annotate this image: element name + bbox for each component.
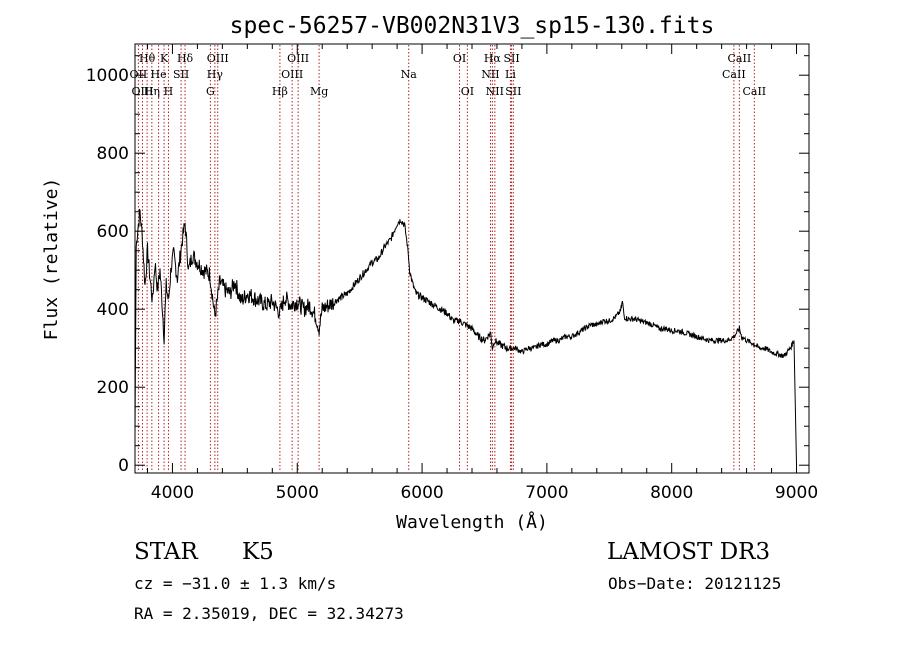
x-tick-label: 9000 bbox=[775, 483, 818, 503]
line-label: H bbox=[164, 85, 174, 98]
line-label: Hβ bbox=[272, 85, 288, 98]
line-label: Na bbox=[401, 68, 418, 81]
y-axis: 0 200 400 600 800 1000 bbox=[86, 55, 809, 476]
line-label: Hα bbox=[484, 52, 502, 65]
emission-line-markers bbox=[137, 45, 755, 472]
spectrum-line bbox=[134, 208, 797, 466]
line-label: Li bbox=[505, 68, 516, 81]
y-tick-label: 0 bbox=[118, 456, 129, 476]
line-label: K bbox=[160, 52, 169, 65]
x-tick-label: 4000 bbox=[151, 483, 194, 503]
survey-name: LAMOST DR3 bbox=[607, 539, 771, 565]
line-label: Hδ bbox=[177, 52, 194, 65]
line-label: OIII bbox=[281, 68, 303, 81]
line-label: Hη bbox=[144, 85, 160, 98]
object-class: STAR bbox=[134, 539, 198, 565]
line-label: OIII bbox=[287, 52, 309, 65]
sky-coordinates: RA = 2.35019, DEC = 32.34273 bbox=[134, 604, 404, 623]
plot-frame bbox=[134, 43, 810, 474]
line-label: OII bbox=[130, 68, 148, 81]
line-label: OIII bbox=[207, 52, 229, 65]
y-axis-label: Flux (relative) bbox=[41, 178, 62, 341]
y-tick-label: 400 bbox=[97, 300, 129, 320]
line-label: Mg bbox=[310, 85, 328, 98]
chart-title: spec-56257-VB002N31V3_sp15-130.fits bbox=[230, 13, 715, 39]
y-tick-label: 600 bbox=[97, 222, 129, 242]
y-tick-label: 1000 bbox=[86, 66, 129, 86]
y-tick-label: 200 bbox=[97, 378, 129, 398]
line-label: NII bbox=[486, 85, 504, 98]
redshift-velocity: cz = −31.0 ± 1.3 km/s bbox=[134, 574, 337, 593]
line-label: OI bbox=[453, 52, 466, 65]
x-tick-label: 5000 bbox=[276, 483, 319, 503]
line-label: CaII bbox=[728, 52, 752, 65]
x-tick-label: 6000 bbox=[400, 483, 443, 503]
observation-date: Obs−Date: 20121125 bbox=[608, 574, 782, 593]
line-label: CaII bbox=[722, 68, 746, 81]
line-label: Hθ bbox=[139, 52, 156, 65]
line-label: NII bbox=[481, 68, 499, 81]
line-label: G bbox=[206, 85, 215, 98]
x-tick-label: 8000 bbox=[650, 483, 693, 503]
line-label: OI bbox=[461, 85, 474, 98]
line-label: CaII bbox=[742, 85, 766, 98]
line-label: SII bbox=[503, 52, 519, 65]
object-subclass: K5 bbox=[242, 539, 274, 565]
y-tick-label: 800 bbox=[97, 144, 129, 164]
x-axis: 4000 5000 6000 7000 8000 9000 bbox=[146, 44, 818, 503]
x-tick-label: 7000 bbox=[525, 483, 568, 503]
line-label: SII bbox=[505, 85, 521, 98]
x-axis-label: Wavelength (Å) bbox=[396, 511, 548, 533]
line-label: Hγ bbox=[207, 68, 224, 81]
line-label: He bbox=[151, 68, 167, 81]
line-label: SII bbox=[173, 68, 189, 81]
